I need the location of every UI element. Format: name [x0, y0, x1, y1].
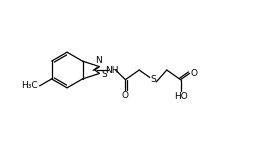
Text: S: S: [101, 70, 107, 79]
Text: N: N: [95, 56, 102, 65]
Text: S: S: [150, 75, 156, 84]
Text: HO: HO: [174, 92, 187, 101]
Text: NH: NH: [105, 66, 118, 74]
Text: H₃C: H₃C: [21, 81, 38, 90]
Text: O: O: [122, 91, 129, 100]
Text: O: O: [191, 69, 198, 78]
